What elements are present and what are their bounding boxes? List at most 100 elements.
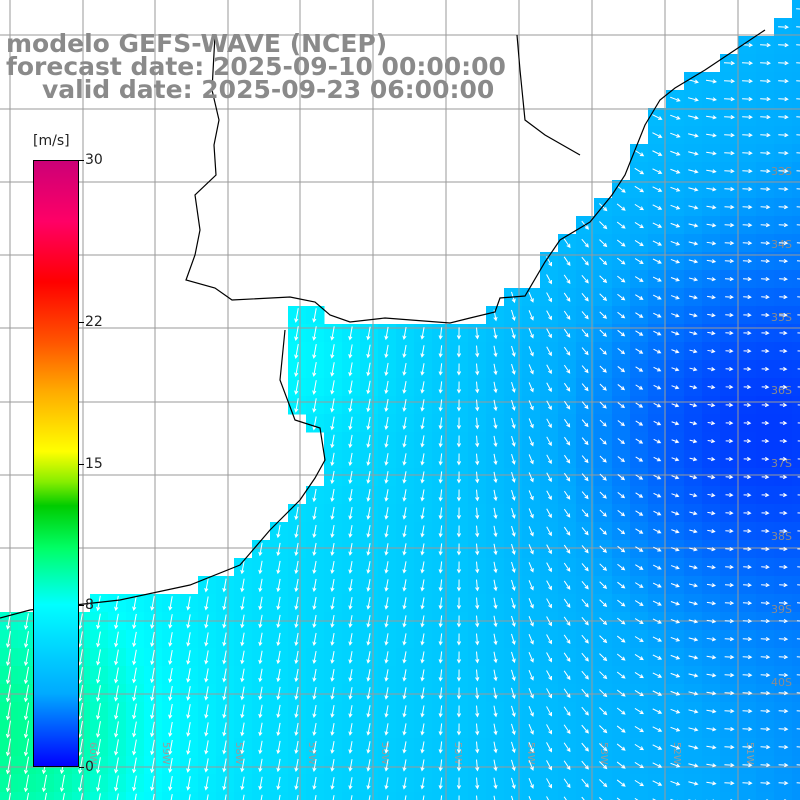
wind-arrow: [96, 775, 101, 792]
speed-cell: [792, 252, 800, 271]
wind-arrow: [348, 488, 353, 502]
wind-arrow: [493, 363, 498, 376]
wind-arrow: [724, 150, 735, 156]
speed-cell: [540, 792, 559, 800]
wind-arrow: [493, 651, 498, 664]
wind-arrow: [456, 525, 462, 538]
wind-arrow: [706, 133, 717, 138]
wind-arrow: [760, 60, 771, 66]
wind-arrow: [707, 385, 716, 390]
wind-arrow: [366, 669, 371, 682]
wind-arrow: [5, 684, 11, 703]
wind-arrow: [330, 560, 335, 574]
wind-arrow: [384, 687, 389, 700]
longitude-label: 53W: [598, 742, 609, 765]
wind-arrow: [581, 473, 589, 482]
wind-arrow: [617, 599, 626, 607]
wind-arrow: [760, 762, 771, 768]
speed-cell: [792, 450, 800, 469]
wind-arrow: [797, 494, 800, 496]
wind-arrow: [23, 702, 29, 721]
wind-arrow: [222, 704, 227, 719]
wind-arrow: [132, 649, 137, 666]
wind-arrow: [761, 384, 770, 390]
wind-arrow: [366, 525, 371, 538]
wind-arrow: [652, 132, 663, 138]
wind-arrow: [276, 632, 281, 647]
speed-cell: [792, 666, 800, 685]
wind-arrow: [186, 686, 191, 701]
wind-arrow: [222, 650, 227, 665]
wind-arrow: [599, 653, 608, 662]
wind-arrow: [652, 204, 663, 210]
wind-arrow: [348, 597, 353, 610]
wind-arrow: [511, 633, 516, 646]
wind-arrow: [707, 438, 716, 444]
wind-arrow: [688, 691, 699, 696]
wind-arrow: [617, 617, 626, 625]
wind-arrow: [707, 475, 716, 480]
wind-arrow: [778, 240, 789, 246]
speed-cell: [774, 792, 793, 800]
wind-arrow: [779, 438, 788, 444]
speed-cell: [756, 792, 775, 800]
wind-arrow: [670, 240, 681, 246]
wind-arrow: [258, 650, 263, 665]
speed-cell: [792, 468, 800, 487]
wind-arrow: [240, 722, 245, 737]
wind-arrow: [797, 350, 800, 352]
wind-arrow: [348, 507, 353, 520]
wind-arrow: [546, 418, 552, 429]
wind-arrow: [652, 564, 662, 570]
wind-arrow: [402, 741, 407, 754]
wind-arrow: [546, 310, 552, 321]
wind-arrow: [689, 367, 698, 372]
wind-arrow: [456, 579, 462, 592]
wind-arrow: [116, 793, 119, 800]
wind-arrow: [779, 366, 788, 372]
wind-arrow: [240, 686, 245, 701]
wind-arrow: [796, 152, 800, 154]
wind-arrow: [114, 685, 119, 702]
wind-arrow: [779, 474, 788, 480]
wind-arrow: [348, 525, 353, 538]
wind-arrow: [80, 793, 83, 800]
wind-arrow: [742, 762, 753, 768]
wind-arrow: [796, 746, 800, 748]
speed-cell: [270, 792, 289, 800]
wind-arrow: [688, 601, 699, 606]
wind-arrow: [330, 434, 335, 449]
wind-arrow: [8, 792, 11, 800]
wind-arrow: [276, 740, 281, 755]
latitude-label: 35S: [771, 311, 792, 324]
wind-arrow: [546, 526, 552, 537]
wind-arrow: [330, 633, 335, 646]
wind-arrow: [384, 416, 389, 430]
wind-arrow: [402, 399, 407, 412]
wind-arrow: [96, 613, 101, 630]
wind-arrow: [742, 672, 753, 678]
wind-arrow: [725, 420, 734, 426]
wind-arrow: [420, 723, 425, 736]
wind-arrow: [312, 524, 317, 539]
wind-arrow: [475, 741, 480, 754]
wind-arrow: [670, 132, 681, 138]
wind-arrow: [796, 26, 800, 28]
wind-arrow: [114, 703, 119, 720]
wind-arrow: [760, 240, 771, 246]
wind-arrow: [581, 724, 589, 734]
wind-arrow: [186, 596, 191, 611]
wind-arrow: [168, 703, 173, 720]
wind-arrow: [456, 453, 462, 466]
wind-arrow: [616, 707, 626, 715]
wind-arrow: [384, 741, 389, 754]
wind-arrow: [493, 417, 498, 430]
wind-arrow: [456, 561, 462, 574]
speed-cell: [792, 342, 800, 361]
wind-arrow: [420, 561, 425, 574]
wind-arrow: [23, 738, 30, 757]
wind-arrow: [240, 650, 245, 665]
wind-arrow: [258, 704, 263, 719]
wind-arrow: [438, 741, 443, 754]
wind-arrow: [760, 744, 771, 750]
